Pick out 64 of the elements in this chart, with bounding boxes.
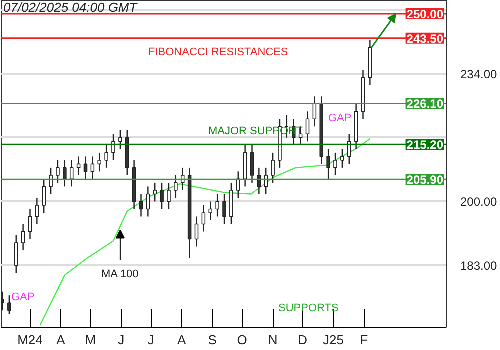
ref-line-label: 205.90: [406, 173, 444, 188]
candlestick: [160, 182, 164, 210]
candlestick: [208, 201, 213, 222]
candlestick: [194, 216, 199, 248]
annotation: 07/02/2025 04:00 GMT: [4, 0, 138, 15]
candlestick: [76, 156, 81, 176]
candlestick: [347, 134, 352, 165]
candlestick: [118, 130, 122, 150]
candlestick: [236, 171, 240, 199]
candlestick: [70, 160, 74, 188]
candlestick: [98, 152, 102, 172]
annotation: GAP: [328, 112, 352, 124]
candlestick: [104, 144, 108, 169]
candlestick: [326, 148, 330, 180]
ref-line-label: 226.10: [406, 97, 444, 112]
candlestick: [334, 152, 338, 176]
x-tick-label: O: [237, 332, 248, 348]
x-tick-label: J25: [323, 332, 344, 348]
x-tick-label: M24: [18, 332, 43, 348]
y-tick-label: 183.00: [460, 259, 498, 274]
candlestick: [271, 152, 275, 184]
x-tick-label: D: [298, 332, 308, 348]
x-tick-label: M: [85, 332, 96, 348]
candlestick: [84, 156, 88, 180]
candlestick: [340, 148, 344, 169]
candlestick: [42, 178, 46, 214]
ref-line-label: 250.00: [406, 8, 444, 22]
annotation: FIBONACCI RESISTANCES: [148, 46, 288, 58]
y-tick-label: 234.00: [460, 68, 498, 82]
candlestick: [112, 134, 116, 162]
annotation: MA 100: [101, 268, 139, 280]
x-tick-label: J: [148, 332, 154, 348]
ref-line-label: 215.20: [406, 138, 444, 152]
x-tick-label: A: [178, 332, 187, 348]
x-tick-label: S: [208, 332, 218, 348]
candlestick: [14, 234, 18, 274]
candlestick: [167, 182, 171, 210]
candlestick: [216, 194, 220, 218]
candlestick: [222, 194, 226, 225]
candlestick: [21, 224, 26, 252]
x-tick-label: J: [118, 332, 125, 348]
candlestick: [174, 174, 178, 199]
ref-line-label: 243.50: [406, 32, 444, 46]
candlestick: [306, 111, 310, 142]
candlestick: [28, 208, 32, 240]
candlestick: [8, 294, 12, 315]
candlestick: [56, 160, 60, 184]
candlestick: [49, 167, 53, 195]
candlestick: [146, 186, 150, 218]
line-series: [40, 138, 371, 326]
annotation: SUPPORTS: [278, 302, 339, 314]
x-tick-label: N: [268, 332, 278, 348]
candlestick: [153, 182, 158, 202]
candlestick: [139, 194, 144, 218]
candlestick: [264, 167, 268, 195]
candlestick: [202, 204, 206, 232]
annotation: GAP: [12, 292, 35, 304]
x-tick-label: F: [360, 332, 368, 348]
candlestick: [90, 156, 95, 180]
candlestick: [35, 197, 40, 225]
x-tick-label: A: [56, 332, 66, 348]
candlestick: [250, 144, 254, 184]
candlestick: [63, 160, 67, 188]
y-tick-label: 200.00: [460, 195, 498, 210]
